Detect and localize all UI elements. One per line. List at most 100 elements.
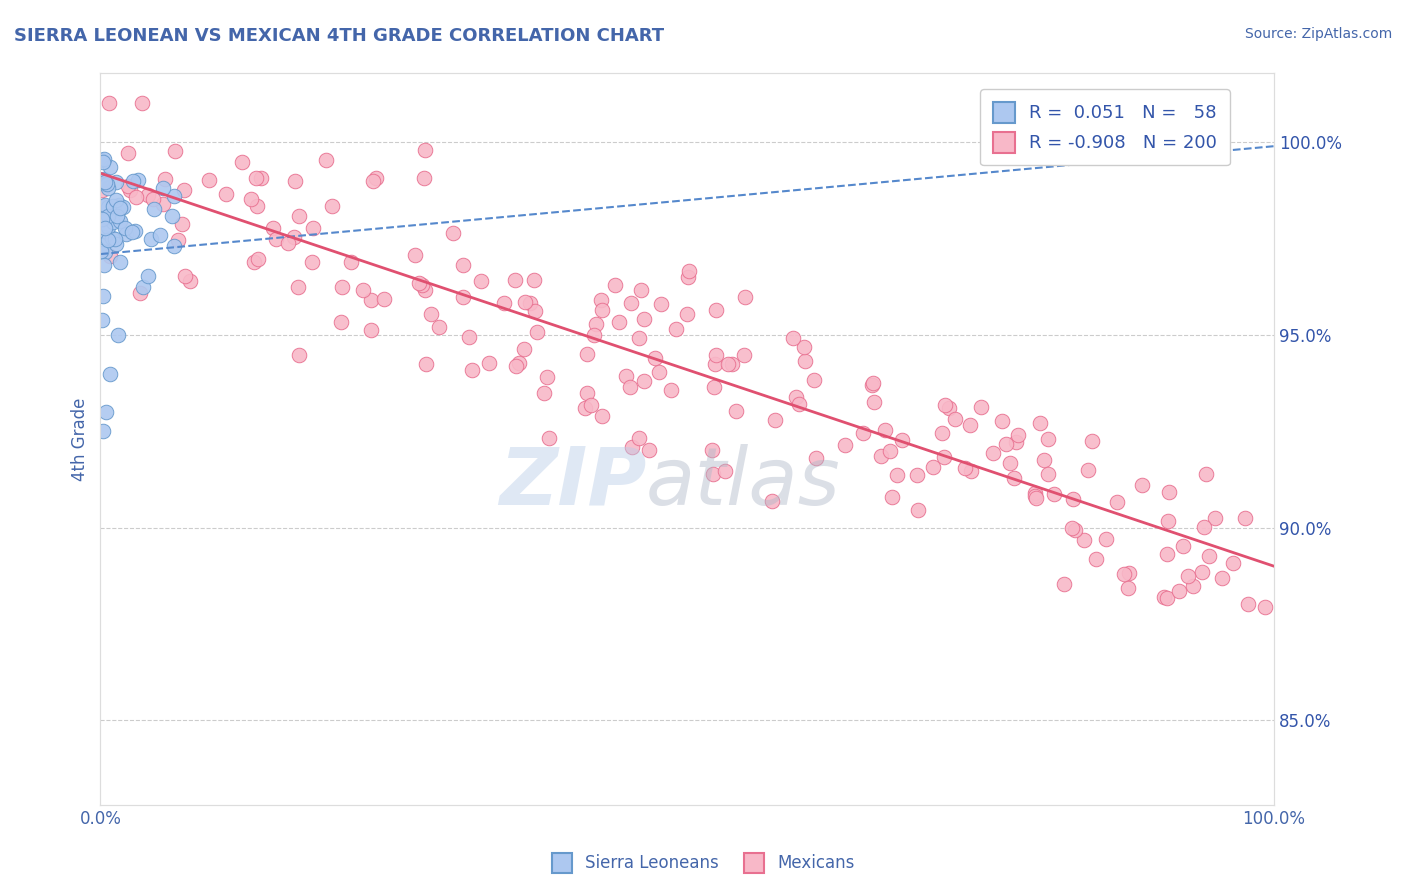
Point bbox=[117, 178, 139, 193]
Point bbox=[1064, 523, 1087, 537]
Point bbox=[108, 198, 131, 212]
Point bbox=[852, 425, 875, 440]
Point bbox=[934, 398, 956, 412]
Point bbox=[991, 414, 1014, 428]
Point bbox=[1004, 434, 1026, 449]
Point bbox=[90, 244, 112, 258]
Point bbox=[97, 209, 120, 223]
Point bbox=[1114, 567, 1136, 582]
Point bbox=[105, 209, 128, 223]
Point bbox=[104, 232, 127, 246]
Point bbox=[650, 297, 672, 311]
Point bbox=[301, 255, 323, 269]
Point bbox=[118, 182, 141, 196]
Point bbox=[676, 307, 699, 321]
Point bbox=[763, 413, 786, 427]
Point bbox=[994, 437, 1017, 451]
Point bbox=[104, 193, 127, 207]
Point bbox=[576, 386, 599, 401]
Legend: Sierra Leoneans, Mexicans: Sierra Leoneans, Mexicans bbox=[546, 847, 860, 880]
Point bbox=[404, 248, 426, 262]
Point bbox=[591, 409, 613, 423]
Point bbox=[1254, 599, 1277, 614]
Point bbox=[1095, 533, 1118, 547]
Point bbox=[1182, 579, 1205, 593]
Point bbox=[1191, 565, 1213, 579]
Point bbox=[959, 417, 981, 432]
Point bbox=[478, 356, 501, 370]
Point bbox=[152, 196, 174, 211]
Point bbox=[1038, 467, 1060, 482]
Point bbox=[981, 446, 1004, 460]
Point bbox=[724, 404, 747, 418]
Point bbox=[284, 174, 307, 188]
Point bbox=[1130, 478, 1153, 492]
Point bbox=[1116, 581, 1139, 595]
Point bbox=[93, 259, 115, 273]
Point bbox=[451, 258, 474, 272]
Point bbox=[283, 230, 305, 244]
Point bbox=[794, 354, 817, 368]
Point bbox=[591, 302, 613, 317]
Point bbox=[197, 172, 219, 186]
Point bbox=[470, 274, 492, 288]
Point bbox=[93, 171, 115, 186]
Point bbox=[114, 220, 136, 235]
Point bbox=[352, 283, 374, 297]
Point bbox=[124, 224, 146, 238]
Point bbox=[93, 244, 115, 259]
Point bbox=[419, 307, 441, 321]
Point bbox=[321, 199, 343, 213]
Point bbox=[1002, 471, 1025, 485]
Point bbox=[457, 330, 479, 344]
Point bbox=[415, 357, 437, 371]
Point bbox=[91, 183, 114, 197]
Point bbox=[136, 187, 159, 202]
Point bbox=[955, 460, 977, 475]
Point bbox=[582, 328, 605, 343]
Point bbox=[703, 380, 725, 394]
Point bbox=[1204, 511, 1226, 525]
Point bbox=[103, 215, 125, 229]
Point bbox=[413, 143, 436, 157]
Point bbox=[960, 464, 983, 478]
Point bbox=[136, 268, 159, 283]
Point bbox=[704, 302, 727, 317]
Point bbox=[734, 290, 756, 304]
Point bbox=[1024, 485, 1046, 500]
Point bbox=[250, 171, 273, 186]
Point bbox=[373, 292, 395, 306]
Point bbox=[574, 401, 596, 415]
Point bbox=[441, 226, 464, 240]
Point bbox=[647, 365, 669, 379]
Point bbox=[644, 351, 666, 365]
Point bbox=[702, 467, 724, 481]
Point bbox=[112, 200, 135, 214]
Point bbox=[717, 357, 740, 371]
Point bbox=[366, 171, 388, 186]
Point bbox=[970, 400, 993, 414]
Point bbox=[152, 180, 174, 194]
Point bbox=[360, 293, 382, 307]
Point bbox=[862, 376, 884, 391]
Point bbox=[714, 464, 737, 478]
Point bbox=[97, 219, 120, 234]
Text: ZIP: ZIP bbox=[499, 444, 647, 522]
Point bbox=[1081, 434, 1104, 449]
Point bbox=[243, 254, 266, 268]
Point bbox=[90, 153, 112, 168]
Point bbox=[408, 276, 430, 290]
Point bbox=[128, 285, 150, 300]
Point bbox=[101, 27, 124, 41]
Point bbox=[1085, 551, 1108, 566]
Point bbox=[105, 175, 128, 189]
Point bbox=[678, 264, 700, 278]
Point bbox=[91, 155, 114, 169]
Point bbox=[700, 443, 723, 458]
Point bbox=[93, 175, 115, 189]
Point bbox=[1032, 453, 1054, 467]
Point bbox=[1062, 521, 1084, 535]
Point bbox=[90, 238, 112, 252]
Point bbox=[513, 343, 536, 357]
Point bbox=[761, 494, 783, 508]
